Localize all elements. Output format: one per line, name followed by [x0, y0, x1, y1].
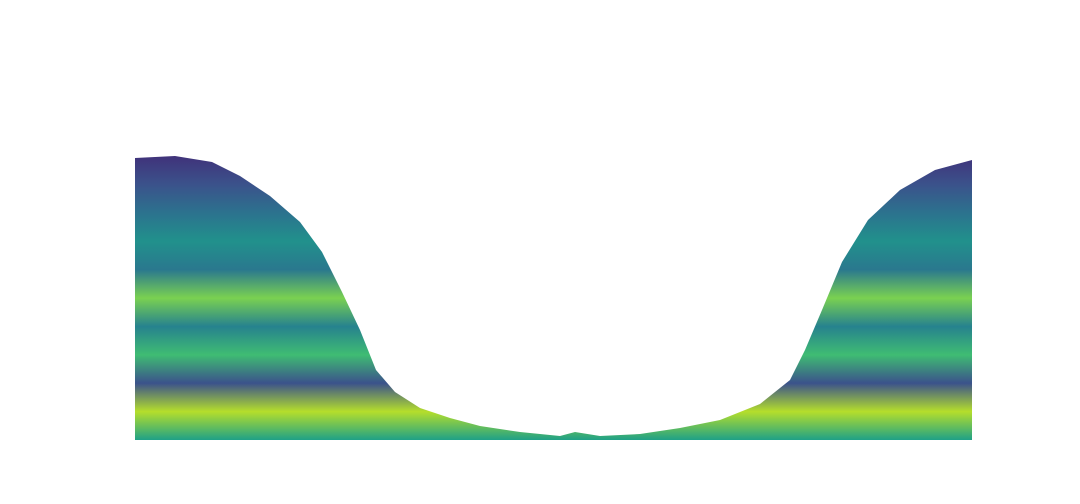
heatmap: [135, 156, 972, 440]
heatmap-field: [135, 156, 972, 440]
